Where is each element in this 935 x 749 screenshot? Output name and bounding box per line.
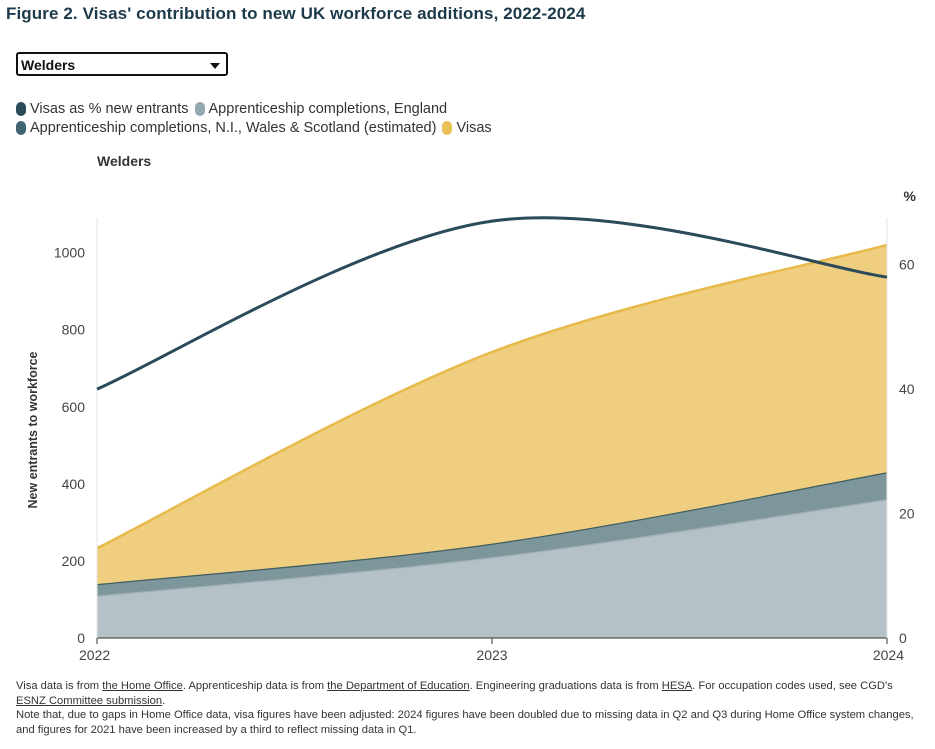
area-apprenticeship-completions-england[interactable] <box>97 499 887 638</box>
legend-label-visas: Visas <box>456 120 492 136</box>
occupation-dropdown-value: Welders <box>21 57 76 73</box>
line-visas-percent[interactable] <box>96 216 888 391</box>
area-visas[interactable] <box>97 244 887 585</box>
figure-title: Figure 2. Visas' contribution to new UK … <box>6 4 586 23</box>
y-tick-label: 1000 <box>54 245 85 261</box>
legend-label-apprenticeship-england: Apprenticeship completions, England <box>208 101 448 117</box>
legend-item-visa-percent[interactable]: Visas as % new entrants <box>16 101 189 117</box>
y-tick-label: 200 <box>62 553 86 569</box>
legend-swatch-apprenticeship-england <box>194 102 205 116</box>
legend-row-1: Visas as % new entrants Apprenticeship c… <box>16 101 453 117</box>
legend-swatch-apprenticeship-other <box>16 121 26 135</box>
footnote-link[interactable]: the Home Office <box>102 680 183 692</box>
footnotes: Visa data is from the Home Office. Appre… <box>16 679 921 737</box>
y2-tick-label: 40 <box>899 381 915 397</box>
y2-tick-label: 0 <box>899 630 907 646</box>
y-tick-label: 400 <box>62 476 86 492</box>
y2-tick-label: 20 <box>899 506 915 522</box>
legend-swatch-visa-percent <box>16 102 26 116</box>
y-tick-label: 600 <box>62 399 86 415</box>
legend-label-visa-percent: Visas as % new entrants <box>30 101 189 117</box>
footnote-text: . Engineering graduations data is from <box>469 680 662 692</box>
chevron-down-icon[interactable] <box>210 63 220 69</box>
legend-label-apprenticeship-other: Apprenticeship completions, N.I., Wales … <box>30 120 437 136</box>
y-tick-label: 800 <box>62 322 86 338</box>
chart-title: Welders <box>97 153 152 169</box>
legend-row-2: Apprenticeship completions, N.I., Wales … <box>16 120 498 136</box>
legend-item-apprenticeship-england[interactable]: Apprenticeship completions, England <box>194 101 448 117</box>
footnote-note: Note that, due to gaps in Home Office da… <box>16 709 914 736</box>
y-axis-label: New entrants to workforce <box>26 351 40 508</box>
y2-tick-label: 60 <box>899 257 915 273</box>
legend-swatch-visas <box>442 121 453 135</box>
footnote-sources: Visa data is from the Home Office. Appre… <box>16 679 921 708</box>
y2-axis-label: % <box>904 188 917 204</box>
area-chart: 0 200 400 600 800 1000 0 20 40 60% New entrants to… <box>26 188 917 663</box>
x-tick-label: 2022 <box>79 647 110 663</box>
footnote-link[interactable]: HESA <box>661 680 693 692</box>
footnote-text: Visa data is from <box>16 680 103 692</box>
footnote-link[interactable]: ESNZ Committee submission <box>16 694 163 707</box>
area-edge-visas <box>96 243 888 550</box>
x-tick-label: 2023 <box>476 647 507 663</box>
y-tick-label: 0 <box>77 630 85 646</box>
footnote-link[interactable]: the Department of Education <box>327 680 470 692</box>
footnote-text: . Apprenticeship data is from <box>182 680 328 692</box>
footnote-text: . For occupation codes used, see CGD's <box>692 680 893 692</box>
area-apprenticeship-completions-n-i-wales-scotland-estimated[interactable] <box>97 472 887 596</box>
x-tick-label: 2024 <box>873 647 904 663</box>
legend-item-visas[interactable]: Visas <box>442 120 492 136</box>
footnote-text: . <box>162 694 166 707</box>
occupation-dropdown[interactable]: Welders <box>16 52 228 76</box>
legend-item-apprenticeship-other[interactable]: Apprenticeship completions, N.I., Wales … <box>16 120 436 136</box>
